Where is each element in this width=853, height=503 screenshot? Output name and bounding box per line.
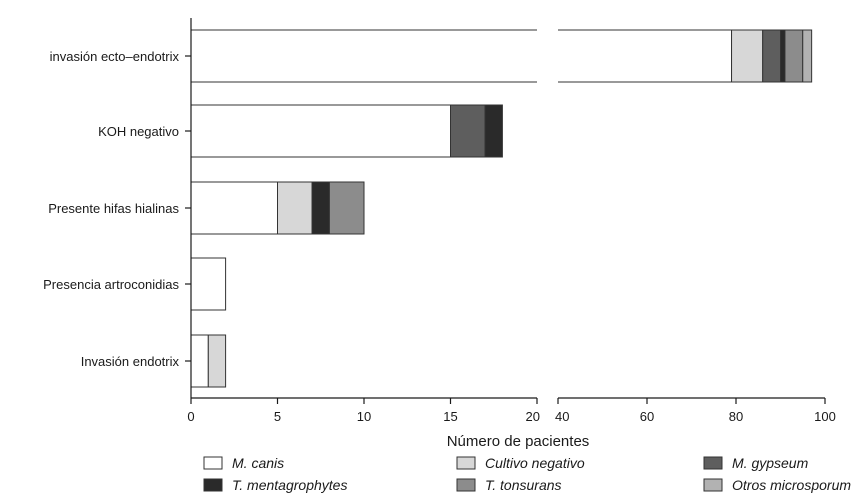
y-tick-label-koh-negativo: KOH negativo [98, 124, 179, 139]
legend: M. canis Cultivo negativo M. gypseum T. men… [203, 455, 851, 493]
x-axis-title: Número de pacientes [447, 433, 590, 450]
bar-invasion-ecto-endotrix-m-canis-right [558, 30, 732, 82]
bar-invasion-endotrix-m-canis [190, 334, 209, 388]
legend-swatch-m-canis [203, 456, 223, 470]
legend-swatch-otros-microsporum [703, 478, 723, 492]
bar-invasion-endotrix-cultivo-negativo [207, 334, 227, 388]
bar-invasion-ecto-endotrix-t-mentagrophytes [780, 29, 786, 83]
bar-invasion-ecto-endotrix-otros-microsporum [802, 29, 813, 83]
y-tick-label-presencia-artroconidias: Presencia artroconidias [43, 277, 179, 292]
legend-label-t-tonsurans: T. tonsurans [485, 477, 562, 493]
axes-layer: invasión ecto–endotrix KOH negativo Presen… [43, 18, 836, 450]
y-tick-label-presente-hifas-hialinas: Presente hifas hialinas [48, 201, 179, 216]
bar-koh-negativo-m-gypseum [450, 104, 486, 158]
bar-invasion-ecto-endotrix-cultivo-negativo [731, 29, 764, 83]
bar-presente-hifas-hialinas-m-canis [190, 181, 278, 235]
bar-koh-negativo-t-mentagrophytes [484, 104, 503, 158]
bar-presencia-artroconidias-m-canis [190, 257, 227, 311]
legend-swatch-t-tonsurans [456, 478, 476, 492]
x-tick-label: 80 [729, 409, 743, 424]
bar-invasion-ecto-endotrix-m-gypseum [762, 29, 782, 83]
x-tick-label: 40 [555, 409, 569, 424]
bar-presente-hifas-hialinas-t-tonsurans [328, 181, 365, 235]
legend-label-otros-microsporum: Otros microsporum [732, 477, 851, 493]
y-tick-label-invasion-ecto-endotrix: invasión ecto–endotrix [50, 49, 180, 64]
bar-koh-negativo-m-canis [190, 104, 451, 158]
x-tick-label: 5 [274, 409, 281, 424]
legend-label-cultivo-negativo: Cultivo negativo [485, 455, 585, 471]
legend-swatch-t-mentagrophytes [203, 478, 223, 492]
legend-label-m-gypseum: M. gypseum [732, 455, 809, 471]
x-tick-label: 15 [443, 409, 457, 424]
bar-invasion-ecto-endotrix-t-tonsurans [784, 29, 804, 83]
x-tick-label: 100 [814, 409, 836, 424]
x-tick-label: 0 [187, 409, 194, 424]
legend-swatch-m-gypseum [703, 456, 723, 470]
legend-label-t-mentagrophytes: T. mentagrophytes [232, 477, 347, 493]
legend-swatch-cultivo-negativo [456, 456, 476, 470]
x-tick-label: 10 [357, 409, 371, 424]
bar-invasion-ecto-endotrix-m-canis-left [191, 30, 537, 82]
bar-presente-hifas-hialinas-cultivo-negativo [277, 181, 313, 235]
bar-presente-hifas-hialinas-t-mentagrophytes [311, 181, 330, 235]
legend-label-m-canis: M. canis [232, 455, 284, 471]
y-tick-label-invasion-endotrix: Invasión endotrix [81, 354, 180, 369]
x-tick-label: 60 [640, 409, 654, 424]
bars-layer [190, 29, 813, 388]
x-tick-label: 20 [526, 409, 540, 424]
